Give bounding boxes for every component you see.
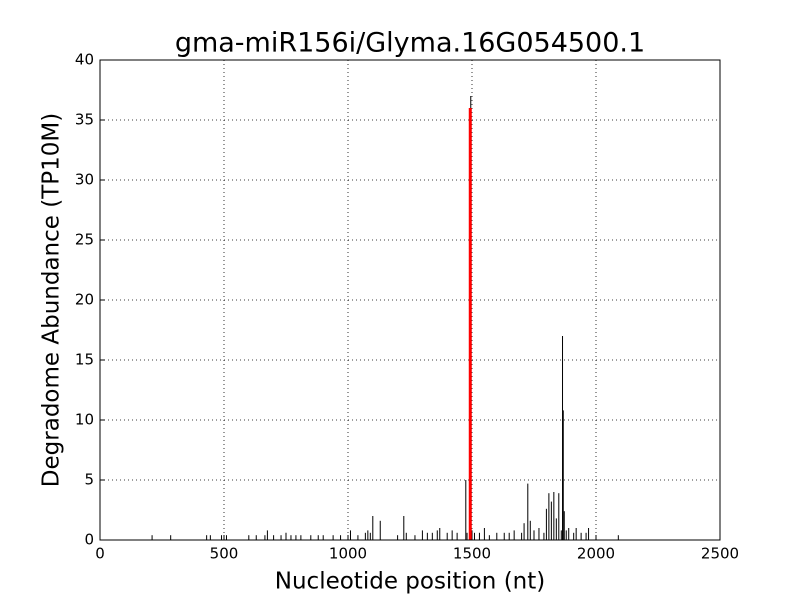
y-tick-label: 35 <box>75 111 94 129</box>
y-tick-label: 20 <box>75 291 94 309</box>
x-tick-label: 500 <box>210 545 239 563</box>
plot-frame <box>99 59 721 541</box>
y-tick-label: 0 <box>84 531 94 549</box>
y-axis-label: Degradome Abundance (TP10M) <box>39 113 65 487</box>
y-tick-label: 40 <box>75 51 94 69</box>
y-tick-label: 30 <box>75 171 94 189</box>
y-tick-label: 5 <box>84 471 94 489</box>
x-tick-label: 2500 <box>701 545 739 563</box>
y-tick-label: 10 <box>75 411 94 429</box>
x-tick-label: 1000 <box>329 545 367 563</box>
chart-title: gma-miR156i/Glyma.16G054500.1 <box>175 28 645 59</box>
x-tick-label: 2000 <box>577 545 615 563</box>
y-tick-label: 15 <box>75 351 94 369</box>
x-tick-label: 1500 <box>453 545 491 563</box>
y-tick-label: 25 <box>75 231 94 249</box>
x-axis-label: Nucleotide position (nt) <box>275 569 545 595</box>
x-tick-label: 0 <box>95 545 105 563</box>
